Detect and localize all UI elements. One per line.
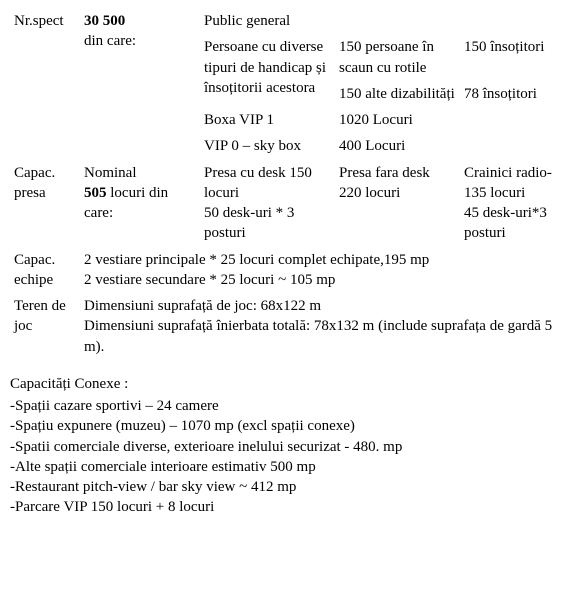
cell [460,8,575,34]
total-value: 30 500 [84,13,125,29]
cell: Dimensiuni suprafață de joc: 68x122 m Di… [80,293,575,360]
row-label: Nr.spect [10,8,80,160]
list-item: -Parcare VIP 150 locuri + 8 locuri [10,497,575,517]
conexe-list: -Spații cazare sportivi – 24 camere -Spa… [10,396,575,518]
list-item: -Spatii comerciale diverse, exterioare i… [10,437,575,457]
cell: VIP 0 – sky box [200,133,335,159]
table-row: Nr.spect 30 500 din care: Public general [10,8,575,34]
cell: 150 alte dizabilități [335,81,460,107]
list-item: -Spații cazare sportivi – 24 camere [10,396,575,416]
cell: Public general [200,8,335,34]
row-value: 30 500 din care: [80,8,200,160]
din-care: din care: [84,33,136,49]
cell: Persoane cu diverse tipuri de handicap ș… [200,34,335,107]
list-item: -Restaurant pitch-view / bar sky view ~ … [10,477,575,497]
cell: 150 persoane în scaun cu rotile [335,34,460,81]
cell: 78 însoțitori [460,81,575,107]
spec-table: Nr.spect 30 500 din care: Public general… [10,8,575,360]
cell: 2 vestiare principale * 25 locuri comple… [80,247,575,294]
list-item: -Spațiu expunere (muzeu) – 1070 mp (excl… [10,416,575,436]
list-item: -Alte spații comerciale interioare estim… [10,457,575,477]
cell: 150 însoțitori [460,34,575,81]
table-row: Teren de joc Dimensiuni suprafață de joc… [10,293,575,360]
cell [335,8,460,34]
conexe-title: Capacități Conexe : [10,374,575,394]
cell: Presa cu desk 150 locuri 50 desk-uri * 3… [200,160,335,247]
row-label: Capac. presa [10,160,80,247]
cell: Boxa VIP 1 [200,107,335,133]
row-label: Teren de joc [10,293,80,360]
row-value: Nominal 505 locuri din care: [80,160,200,247]
cell [460,133,575,159]
table-row: Capac. presa Nominal 505 locuri din care… [10,160,575,247]
cell [460,107,575,133]
table-row: Capac. echipe 2 vestiare principale * 25… [10,247,575,294]
cell: Crainici radio-135 locuri 45 desk-uri*3 … [460,160,575,247]
cell: 400 Locuri [335,133,460,159]
cell: Presa fara desk 220 locuri [335,160,460,247]
row-label: Capac. echipe [10,247,80,294]
cell: 1020 Locuri [335,107,460,133]
